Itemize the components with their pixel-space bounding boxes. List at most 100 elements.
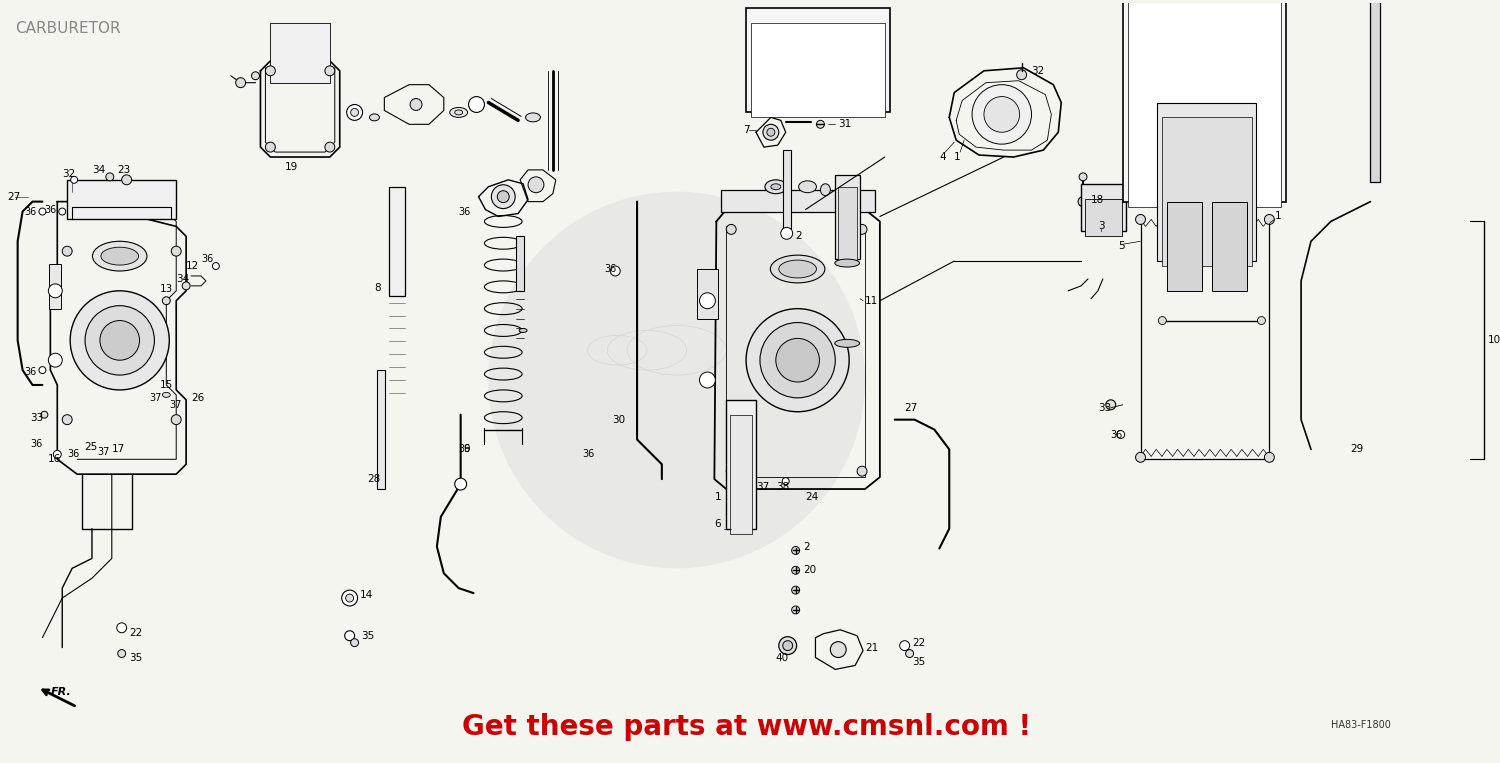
Text: 36: 36 <box>582 449 596 459</box>
Ellipse shape <box>765 180 786 194</box>
Circle shape <box>171 246 182 256</box>
Circle shape <box>792 566 800 575</box>
Text: 36: 36 <box>1112 430 1124 439</box>
Text: 27: 27 <box>904 403 918 413</box>
Bar <box>68 180 176 220</box>
Text: 21: 21 <box>865 642 879 652</box>
Circle shape <box>39 208 46 215</box>
Text: 37: 37 <box>170 400 182 410</box>
Circle shape <box>106 173 114 181</box>
Circle shape <box>351 108 358 117</box>
Circle shape <box>792 586 800 594</box>
Text: 29: 29 <box>1350 444 1364 455</box>
Circle shape <box>58 208 66 215</box>
Text: 26: 26 <box>190 393 204 403</box>
Text: 37: 37 <box>756 482 770 492</box>
Circle shape <box>252 72 260 79</box>
Text: CARBURETOR: CARBURETOR <box>15 21 120 37</box>
Text: 6: 6 <box>714 519 722 529</box>
Text: 1: 1 <box>714 492 722 502</box>
Circle shape <box>1106 400 1116 410</box>
Circle shape <box>117 623 126 633</box>
Bar <box>1122 0 1286 201</box>
Circle shape <box>856 466 867 476</box>
Bar <box>722 190 874 211</box>
Text: 4: 4 <box>939 152 946 162</box>
Bar <box>378 370 386 489</box>
Circle shape <box>100 320 140 360</box>
Text: 35: 35 <box>129 652 142 662</box>
Text: Get these parts at www.cmsnl.com !: Get these parts at www.cmsnl.com ! <box>462 713 1030 741</box>
Circle shape <box>726 466 736 476</box>
Circle shape <box>162 297 171 304</box>
Text: 27: 27 <box>8 192 21 201</box>
Text: 3: 3 <box>1098 221 1104 231</box>
Circle shape <box>972 85 1032 144</box>
Circle shape <box>171 415 182 425</box>
Text: 34: 34 <box>176 274 189 284</box>
Text: 36: 36 <box>30 439 44 449</box>
Ellipse shape <box>454 110 462 115</box>
Ellipse shape <box>450 108 468 118</box>
Ellipse shape <box>93 241 147 271</box>
Text: 36: 36 <box>24 207 38 217</box>
Bar <box>746 8 890 112</box>
Bar <box>280 46 320 58</box>
Text: FR.: FR. <box>51 687 70 697</box>
Text: 2: 2 <box>795 231 802 241</box>
Text: 36: 36 <box>459 207 471 217</box>
Text: 36: 36 <box>24 367 38 377</box>
Text: 31: 31 <box>839 119 852 129</box>
Bar <box>783 150 790 230</box>
Text: 30: 30 <box>612 414 626 425</box>
Circle shape <box>699 372 715 388</box>
Circle shape <box>782 227 792 240</box>
Ellipse shape <box>100 247 138 265</box>
Bar <box>1162 118 1251 266</box>
Circle shape <box>699 293 715 309</box>
Circle shape <box>816 121 825 128</box>
Text: 36: 36 <box>201 254 213 264</box>
Circle shape <box>266 142 276 152</box>
Circle shape <box>86 306 154 375</box>
Circle shape <box>266 66 276 76</box>
Text: 12: 12 <box>186 261 200 271</box>
Circle shape <box>792 546 800 555</box>
Text: 17: 17 <box>112 444 125 455</box>
Text: 32: 32 <box>1032 66 1046 76</box>
Bar <box>730 415 752 533</box>
Text: 33: 33 <box>30 413 44 423</box>
Circle shape <box>1017 69 1026 79</box>
Ellipse shape <box>821 184 831 195</box>
Text: 22: 22 <box>912 638 926 648</box>
Circle shape <box>783 641 792 651</box>
Bar <box>1212 201 1246 291</box>
Circle shape <box>776 338 819 382</box>
Bar <box>1084 198 1122 237</box>
Circle shape <box>39 367 46 374</box>
Text: 32: 32 <box>62 169 75 179</box>
Circle shape <box>62 246 72 256</box>
Circle shape <box>1257 317 1266 324</box>
Text: 1: 1 <box>1275 211 1281 221</box>
Circle shape <box>351 639 358 646</box>
Circle shape <box>48 353 62 367</box>
Circle shape <box>984 97 1020 132</box>
Text: 25: 25 <box>84 443 98 452</box>
Circle shape <box>900 641 909 651</box>
Text: 40: 40 <box>776 652 789 662</box>
Circle shape <box>62 415 72 425</box>
Text: 36: 36 <box>459 444 471 455</box>
Circle shape <box>54 450 62 459</box>
Circle shape <box>182 282 190 290</box>
Circle shape <box>726 224 736 234</box>
Bar <box>836 175 860 259</box>
Ellipse shape <box>798 181 816 193</box>
Ellipse shape <box>771 184 782 190</box>
Bar <box>726 400 756 529</box>
Circle shape <box>498 191 508 203</box>
Text: 20: 20 <box>804 565 816 575</box>
Circle shape <box>70 176 78 183</box>
Bar <box>696 269 718 319</box>
Ellipse shape <box>519 329 526 333</box>
